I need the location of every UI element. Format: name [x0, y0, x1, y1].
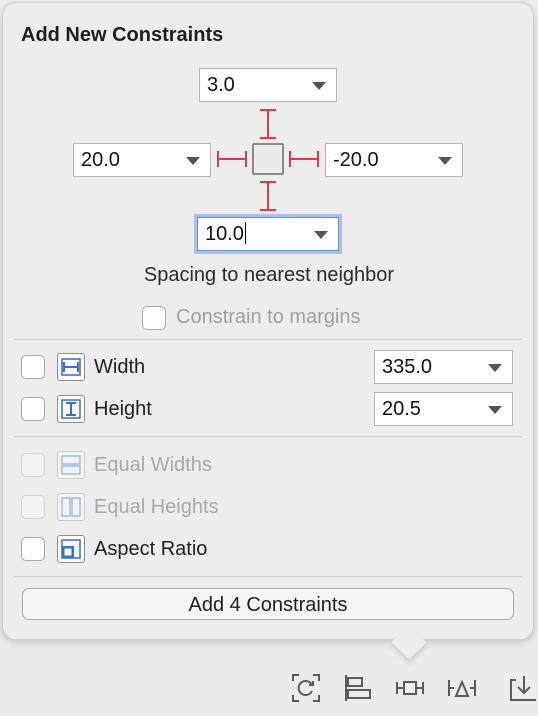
equal-widths-glyph	[61, 455, 81, 475]
popover-title: Add New Constraints	[21, 24, 224, 46]
equal-heights-checkbox[interactable]	[21, 495, 45, 519]
bottom-spacing-combo[interactable]: 10.0	[197, 217, 339, 251]
equal-heights-glyph	[61, 497, 81, 517]
width-value[interactable]: 335.0	[382, 356, 433, 378]
width-label[interactable]: Width	[94, 356, 146, 378]
width-icon	[57, 353, 85, 381]
update-frames-icon[interactable]	[290, 672, 322, 704]
bottom-strut-icon[interactable]	[260, 181, 276, 211]
width-value-combo[interactable]: 335.0	[374, 350, 513, 384]
equal-heights-icon	[57, 493, 85, 521]
top-spacing-value[interactable]: 3.0	[207, 74, 235, 96]
left-strut-icon[interactable]	[217, 151, 247, 167]
add-constraints-icon[interactable]	[394, 672, 426, 704]
width-checkbox[interactable]	[21, 355, 45, 379]
constrain-to-margins-checkbox[interactable]	[142, 306, 166, 330]
aspect-ratio-checkbox[interactable]	[21, 537, 45, 561]
aspect-ratio-label[interactable]: Aspect Ratio	[94, 538, 208, 560]
constrain-to-margins-label[interactable]: Constrain to margins	[176, 306, 361, 328]
equal-widths-label: Equal Widths	[94, 454, 212, 476]
chevron-down-icon[interactable]	[438, 157, 452, 165]
text-cursor	[244, 222, 246, 244]
divider	[14, 576, 522, 577]
chevron-down-icon[interactable]	[314, 231, 328, 239]
chevron-down-icon[interactable]	[488, 364, 502, 372]
equal-widths-checkbox[interactable]	[21, 453, 45, 477]
height-label[interactable]: Height	[94, 398, 152, 420]
height-value-combo[interactable]: 20.5	[374, 392, 513, 426]
bottom-spacing-value[interactable]: 10.0	[205, 223, 244, 245]
width-glyph	[61, 358, 81, 376]
resolve-issues-icon[interactable]	[446, 672, 478, 704]
aspect-ratio-glyph	[61, 539, 81, 559]
chevron-down-icon[interactable]	[488, 406, 502, 414]
right-spacing-value[interactable]: -20.0	[333, 149, 379, 171]
divider	[14, 339, 522, 340]
height-value[interactable]: 20.5	[382, 398, 421, 420]
equal-widths-icon	[57, 451, 85, 479]
add-constraints-popover	[2, 2, 534, 640]
equal-heights-label: Equal Heights	[94, 496, 219, 518]
chevron-down-icon[interactable]	[186, 157, 200, 165]
align-icon[interactable]	[342, 672, 374, 704]
right-spacing-combo[interactable]: -20.0	[325, 143, 463, 177]
left-spacing-combo[interactable]: 20.0	[73, 143, 211, 177]
right-strut-icon[interactable]	[289, 151, 319, 167]
left-spacing-value[interactable]: 20.0	[81, 149, 120, 171]
aspect-ratio-icon	[57, 535, 85, 563]
chevron-down-icon[interactable]	[312, 82, 326, 90]
add-constraints-button[interactable]: Add 4 Constraints	[22, 588, 514, 620]
spacing-caption: Spacing to nearest neighbor	[143, 264, 395, 286]
top-spacing-combo[interactable]: 3.0	[199, 68, 337, 102]
height-glyph	[61, 399, 81, 419]
height-icon	[57, 395, 85, 423]
embed-in-icon[interactable]	[506, 672, 538, 704]
height-checkbox[interactable]	[21, 397, 45, 421]
divider	[14, 436, 522, 437]
top-strut-icon[interactable]	[260, 109, 276, 139]
view-placeholder-icon	[252, 143, 284, 175]
